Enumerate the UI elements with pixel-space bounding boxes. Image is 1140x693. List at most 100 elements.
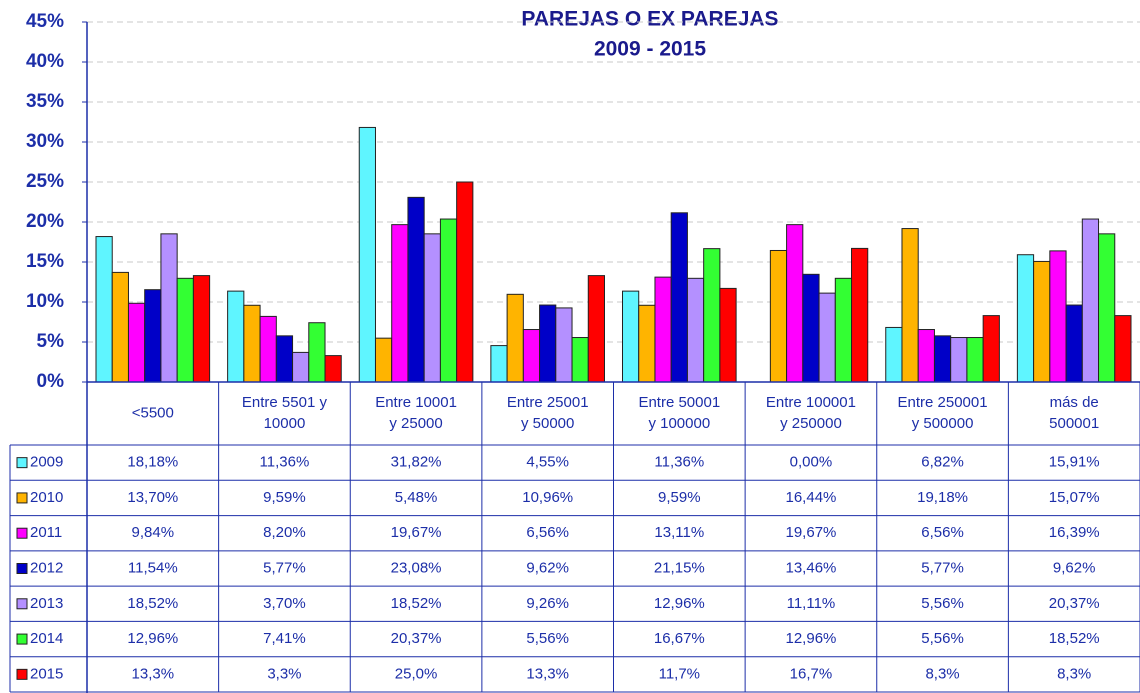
data-label: 11,11% — [787, 595, 836, 612]
x-tick-label: Entre 100001 — [766, 394, 856, 411]
bar — [160, 233, 178, 383]
data-label: 11,36% — [654, 454, 704, 471]
data-label: 12,96% — [127, 630, 178, 647]
legend-swatch — [16, 668, 28, 680]
legend-label: 2011 — [30, 524, 62, 541]
data-label: 18,52% — [127, 595, 178, 612]
legend-label: 2009 — [30, 454, 63, 471]
bar — [1065, 304, 1083, 383]
data-label: 7,41% — [263, 630, 306, 647]
data-label: 9,62% — [526, 559, 569, 576]
legend-swatch — [16, 457, 28, 469]
x-tick-label: y 50000 — [521, 415, 574, 432]
bar — [654, 276, 672, 383]
legend-label: 2012 — [30, 559, 63, 576]
data-label: 25,0% — [395, 665, 438, 682]
bar — [407, 196, 425, 383]
data-label: 4,55% — [526, 454, 569, 471]
bar — [243, 304, 261, 383]
data-label: 5,56% — [921, 630, 964, 647]
data-label: 8,20% — [263, 524, 306, 541]
y-tick-label: 20% — [26, 211, 64, 232]
data-label: 11,54% — [128, 559, 178, 576]
data-label: 5,77% — [921, 559, 964, 576]
legend-label: 2014 — [30, 630, 63, 647]
chart-title: PAREJAS O EX PAREJAS — [521, 8, 778, 31]
bar — [917, 329, 935, 383]
bar — [982, 315, 1000, 383]
data-label: 20,37% — [391, 630, 442, 647]
bar — [292, 351, 310, 383]
bar — [670, 212, 688, 383]
y-tick-label: 15% — [26, 251, 64, 272]
y-tick-label: 25% — [26, 171, 64, 192]
data-label: 11,36% — [260, 454, 310, 471]
data-label: 3,3% — [267, 665, 301, 682]
data-label: 16,67% — [654, 630, 705, 647]
bar — [834, 277, 853, 383]
data-label: 11,7% — [659, 665, 700, 682]
bar — [192, 275, 211, 383]
bar — [391, 224, 409, 383]
chart-subtitle: 2009 - 2015 — [594, 38, 706, 61]
y-tick-label: 40% — [26, 51, 64, 72]
bar — [786, 224, 804, 383]
data-label: 5,56% — [921, 595, 964, 612]
bar — [622, 290, 640, 383]
legend-swatch — [16, 633, 28, 645]
data-label: 15,91% — [1049, 454, 1100, 471]
bar — [587, 275, 606, 383]
legend-swatch — [16, 563, 28, 574]
x-tick-label: y 100000 — [648, 415, 710, 432]
x-tick-label: Entre 50001 — [638, 394, 720, 411]
legend-label: 2010 — [30, 489, 63, 506]
bar — [308, 322, 326, 383]
data-label: 6,56% — [921, 524, 964, 541]
data-label: 0,00% — [790, 454, 833, 471]
x-tick-label: y 500000 — [912, 415, 974, 432]
data-label: 13,70% — [127, 489, 178, 506]
bar — [358, 126, 376, 383]
y-tick-label: 35% — [26, 91, 64, 112]
data-label: 18,52% — [1049, 630, 1100, 647]
data-label: 9,26% — [526, 595, 569, 612]
data-label: 8,3% — [925, 665, 959, 682]
data-label: 31,82% — [391, 454, 442, 471]
bar — [638, 304, 656, 383]
x-tick-label: Entre 10001 — [375, 394, 457, 411]
bar — [818, 292, 836, 383]
data-label: 9,84% — [132, 524, 175, 541]
bar — [227, 290, 245, 383]
bar — [522, 329, 541, 383]
data-label: 3,70% — [263, 595, 306, 612]
data-label: 13,11% — [654, 524, 704, 541]
legend-swatch — [16, 492, 28, 504]
bar — [769, 249, 788, 383]
x-tick-label: Entre 250001 — [898, 394, 988, 411]
bar — [95, 236, 113, 383]
data-label: 8,3% — [1057, 665, 1091, 682]
bar — [127, 302, 146, 383]
bar — [490, 345, 508, 383]
bar — [703, 248, 721, 383]
y-tick-label: 45% — [26, 11, 64, 32]
data-label: 21,15% — [654, 559, 705, 576]
bar — [144, 289, 162, 383]
bar — [1081, 218, 1100, 383]
bar — [571, 337, 589, 383]
bar — [324, 355, 342, 383]
y-tick-label: 5% — [37, 331, 65, 352]
bar — [1049, 250, 1067, 383]
x-tick-label: Entre 25001 — [507, 394, 589, 411]
data-label: 6,82% — [921, 454, 964, 471]
bar — [950, 337, 968, 383]
bar — [933, 335, 952, 383]
bar — [1016, 254, 1035, 383]
data-label: 12,96% — [654, 595, 705, 612]
data-label: 16,39% — [1049, 524, 1100, 541]
data-label: 13,46% — [786, 559, 837, 576]
x-tick-label: más de — [1050, 394, 1099, 411]
bar — [966, 337, 984, 383]
bar — [885, 326, 903, 383]
